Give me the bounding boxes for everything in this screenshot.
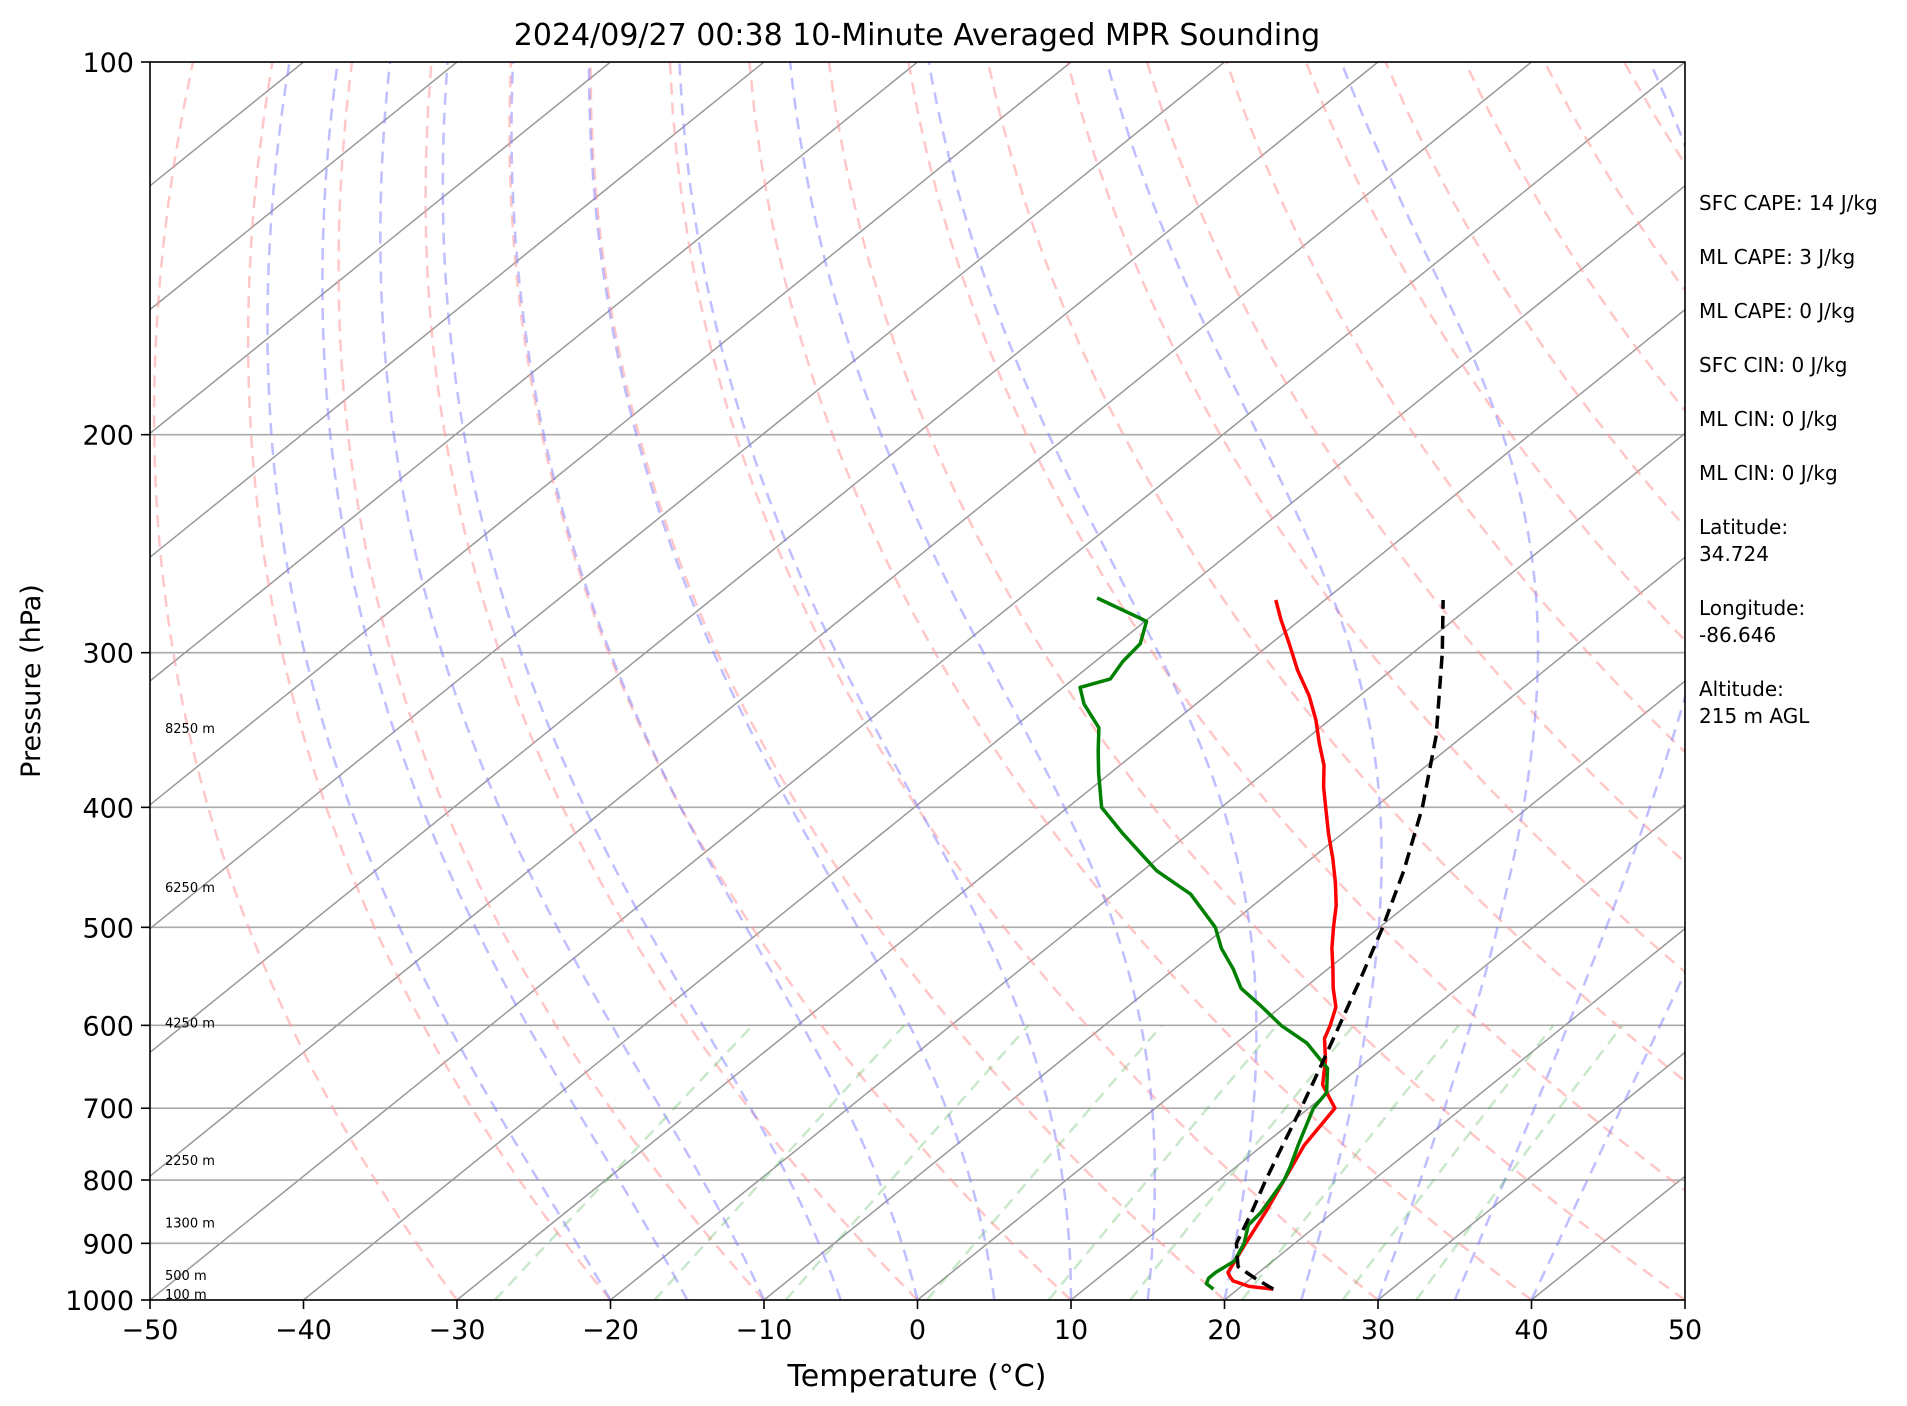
sounding-info-value: -86.646 (1699, 623, 1776, 647)
sounding-info-value: 34.724 (1699, 542, 1769, 566)
y-axis-label: Pressure (hPa) (16, 584, 47, 778)
x-tick-label: −10 (736, 1315, 793, 1346)
dry-adiabat-line (748, 62, 1533, 1300)
mixing-ratio-line (653, 1024, 906, 1300)
moist-adiabat-line (587, 62, 996, 1300)
x-axis-label: Temperature (°C) (787, 1359, 1047, 1394)
y-tick-label: 800 (82, 1166, 134, 1197)
x-tick-label: −20 (582, 1315, 639, 1346)
y-tick-label: 500 (82, 913, 134, 944)
dry-adiabat-line (907, 62, 1685, 1192)
moist-adiabat-line (441, 62, 842, 1300)
isotherm-line (150, 62, 1225, 930)
sounding-info-label: Latitude: (1699, 515, 1788, 539)
moist-adiabat-line (321, 62, 689, 1300)
y-tick-label: 400 (82, 793, 134, 824)
sounding-info-label: ML CAPE: 3 J/kg (1699, 245, 1855, 269)
dewpoint-profile-line (1078, 596, 1330, 1291)
isotherm-line (150, 62, 1532, 1178)
x-tick-label: −30 (429, 1315, 486, 1346)
x-tick-label: 40 (1514, 1315, 1548, 1346)
y-tick-label: 100 (82, 48, 134, 79)
sounding-info-label: ML CAPE: 0 J/kg (1699, 299, 1855, 323)
dry-adiabat-line (508, 62, 1072, 1300)
height-label: 1300 m (165, 1217, 215, 1232)
mixing-ratio-line (784, 1024, 1030, 1300)
height-label: 500 m (165, 1269, 207, 1284)
isotherm-line (150, 62, 1379, 1054)
sounding-info-label: Longitude: (1699, 596, 1805, 620)
y-tick-label: 600 (82, 1011, 134, 1042)
y-tick-label: 200 (82, 421, 134, 452)
sounding-info-label: SFC CIN: 0 J/kg (1699, 353, 1847, 377)
isotherm-line (303, 184, 1685, 1300)
sounding-info-label: Altitude: (1699, 677, 1784, 701)
x-tick-label: 20 (1207, 1315, 1241, 1346)
dry-adiabat-line (827, 62, 1685, 1300)
dry-adiabat-line (246, 62, 612, 1300)
mixing-ratio-line (1129, 1024, 1355, 1300)
dry-adiabat-line (589, 62, 1226, 1300)
moist-adiabat-line (266, 62, 612, 1300)
isotherm-line (610, 432, 1685, 1300)
x-tick-label: −50 (122, 1315, 179, 1346)
height-label: 6250 m (165, 881, 215, 896)
height-label: 4250 m (165, 1017, 215, 1032)
height-label: 8250 m (165, 722, 215, 737)
x-tick-label: −40 (275, 1315, 332, 1346)
mixing-ratio-line (493, 1024, 754, 1300)
sounding-info-label: ML CIN: 0 J/kg (1699, 461, 1838, 485)
isotherm-line (150, 62, 1685, 1300)
mixing-ratio-line (925, 1024, 1163, 1300)
y-tick-label: 700 (82, 1094, 134, 1125)
y-tick-label: 300 (82, 639, 134, 670)
isotherm-line (917, 680, 1685, 1300)
x-tick-label: 30 (1361, 1315, 1395, 1346)
sounding-info-label: SFC CAPE: 14 J/kg (1699, 191, 1878, 215)
sounding-info-value: 215 m AGL (1699, 704, 1810, 728)
height-label: 100 m (165, 1288, 207, 1303)
moist-adiabat-line (510, 62, 919, 1300)
dry-adiabat-line (668, 62, 1379, 1300)
mixing-ratio-line (1241, 1024, 1460, 1300)
isotherm-line (1224, 927, 1685, 1300)
x-tick-label: 0 (909, 1315, 926, 1346)
isotherm-line (763, 556, 1685, 1300)
height-label: 2250 m (165, 1154, 215, 1169)
moist-adiabat-line (1340, 62, 1540, 1300)
chart-title: 2024/09/27 00:38 10-Minute Averaged MPR … (514, 18, 1320, 53)
parcel-path-line (1234, 599, 1445, 1291)
temperature-profile-line (1226, 599, 1338, 1291)
sounding-info-label: ML CIN: 0 J/kg (1699, 407, 1838, 431)
mixing-ratio-line (1341, 1024, 1555, 1300)
dry-adiabat-line (986, 62, 1685, 1083)
y-tick-label: 1000 (65, 1286, 134, 1317)
isotherm-line (1377, 1051, 1685, 1300)
isotherm-line (150, 62, 918, 682)
mixing-ratio-line (1415, 1024, 1624, 1300)
isotherm-line (150, 62, 458, 311)
moist-adiabat-line (1453, 62, 1685, 1300)
isotherm-line (150, 62, 611, 435)
mixing-ratio-line (1047, 1024, 1278, 1300)
x-tick-label: 50 (1668, 1315, 1702, 1346)
moist-adiabat-line (788, 62, 1157, 1300)
isotherm-line (150, 62, 765, 559)
isotherm-line (150, 62, 1072, 806)
moist-adiabat-line (379, 62, 766, 1300)
isotherm-line (456, 308, 1685, 1300)
x-tick-label: 10 (1054, 1315, 1088, 1346)
y-tick-label: 900 (82, 1229, 134, 1260)
dry-adiabat-line (152, 62, 459, 1300)
moist-adiabat-line (1105, 62, 1383, 1300)
moist-adiabat-line (927, 62, 1258, 1300)
moist-adiabat-line (678, 62, 1073, 1300)
